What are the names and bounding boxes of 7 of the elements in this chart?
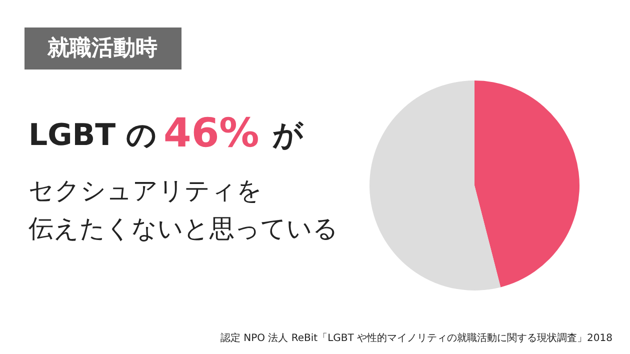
text: LGBT の xyxy=(28,118,158,153)
text: 就職活動時 xyxy=(46,36,158,61)
text: が xyxy=(272,118,304,153)
text: 伝えたくないと思っている xyxy=(28,214,338,243)
text: セクシュアリティを xyxy=(28,176,262,205)
text: 46% xyxy=(164,110,260,156)
text: 認定 NPO 法人 ReBit「LGBT や性的マイノリティの就職活動に関する現状調査」2018 xyxy=(220,332,612,344)
